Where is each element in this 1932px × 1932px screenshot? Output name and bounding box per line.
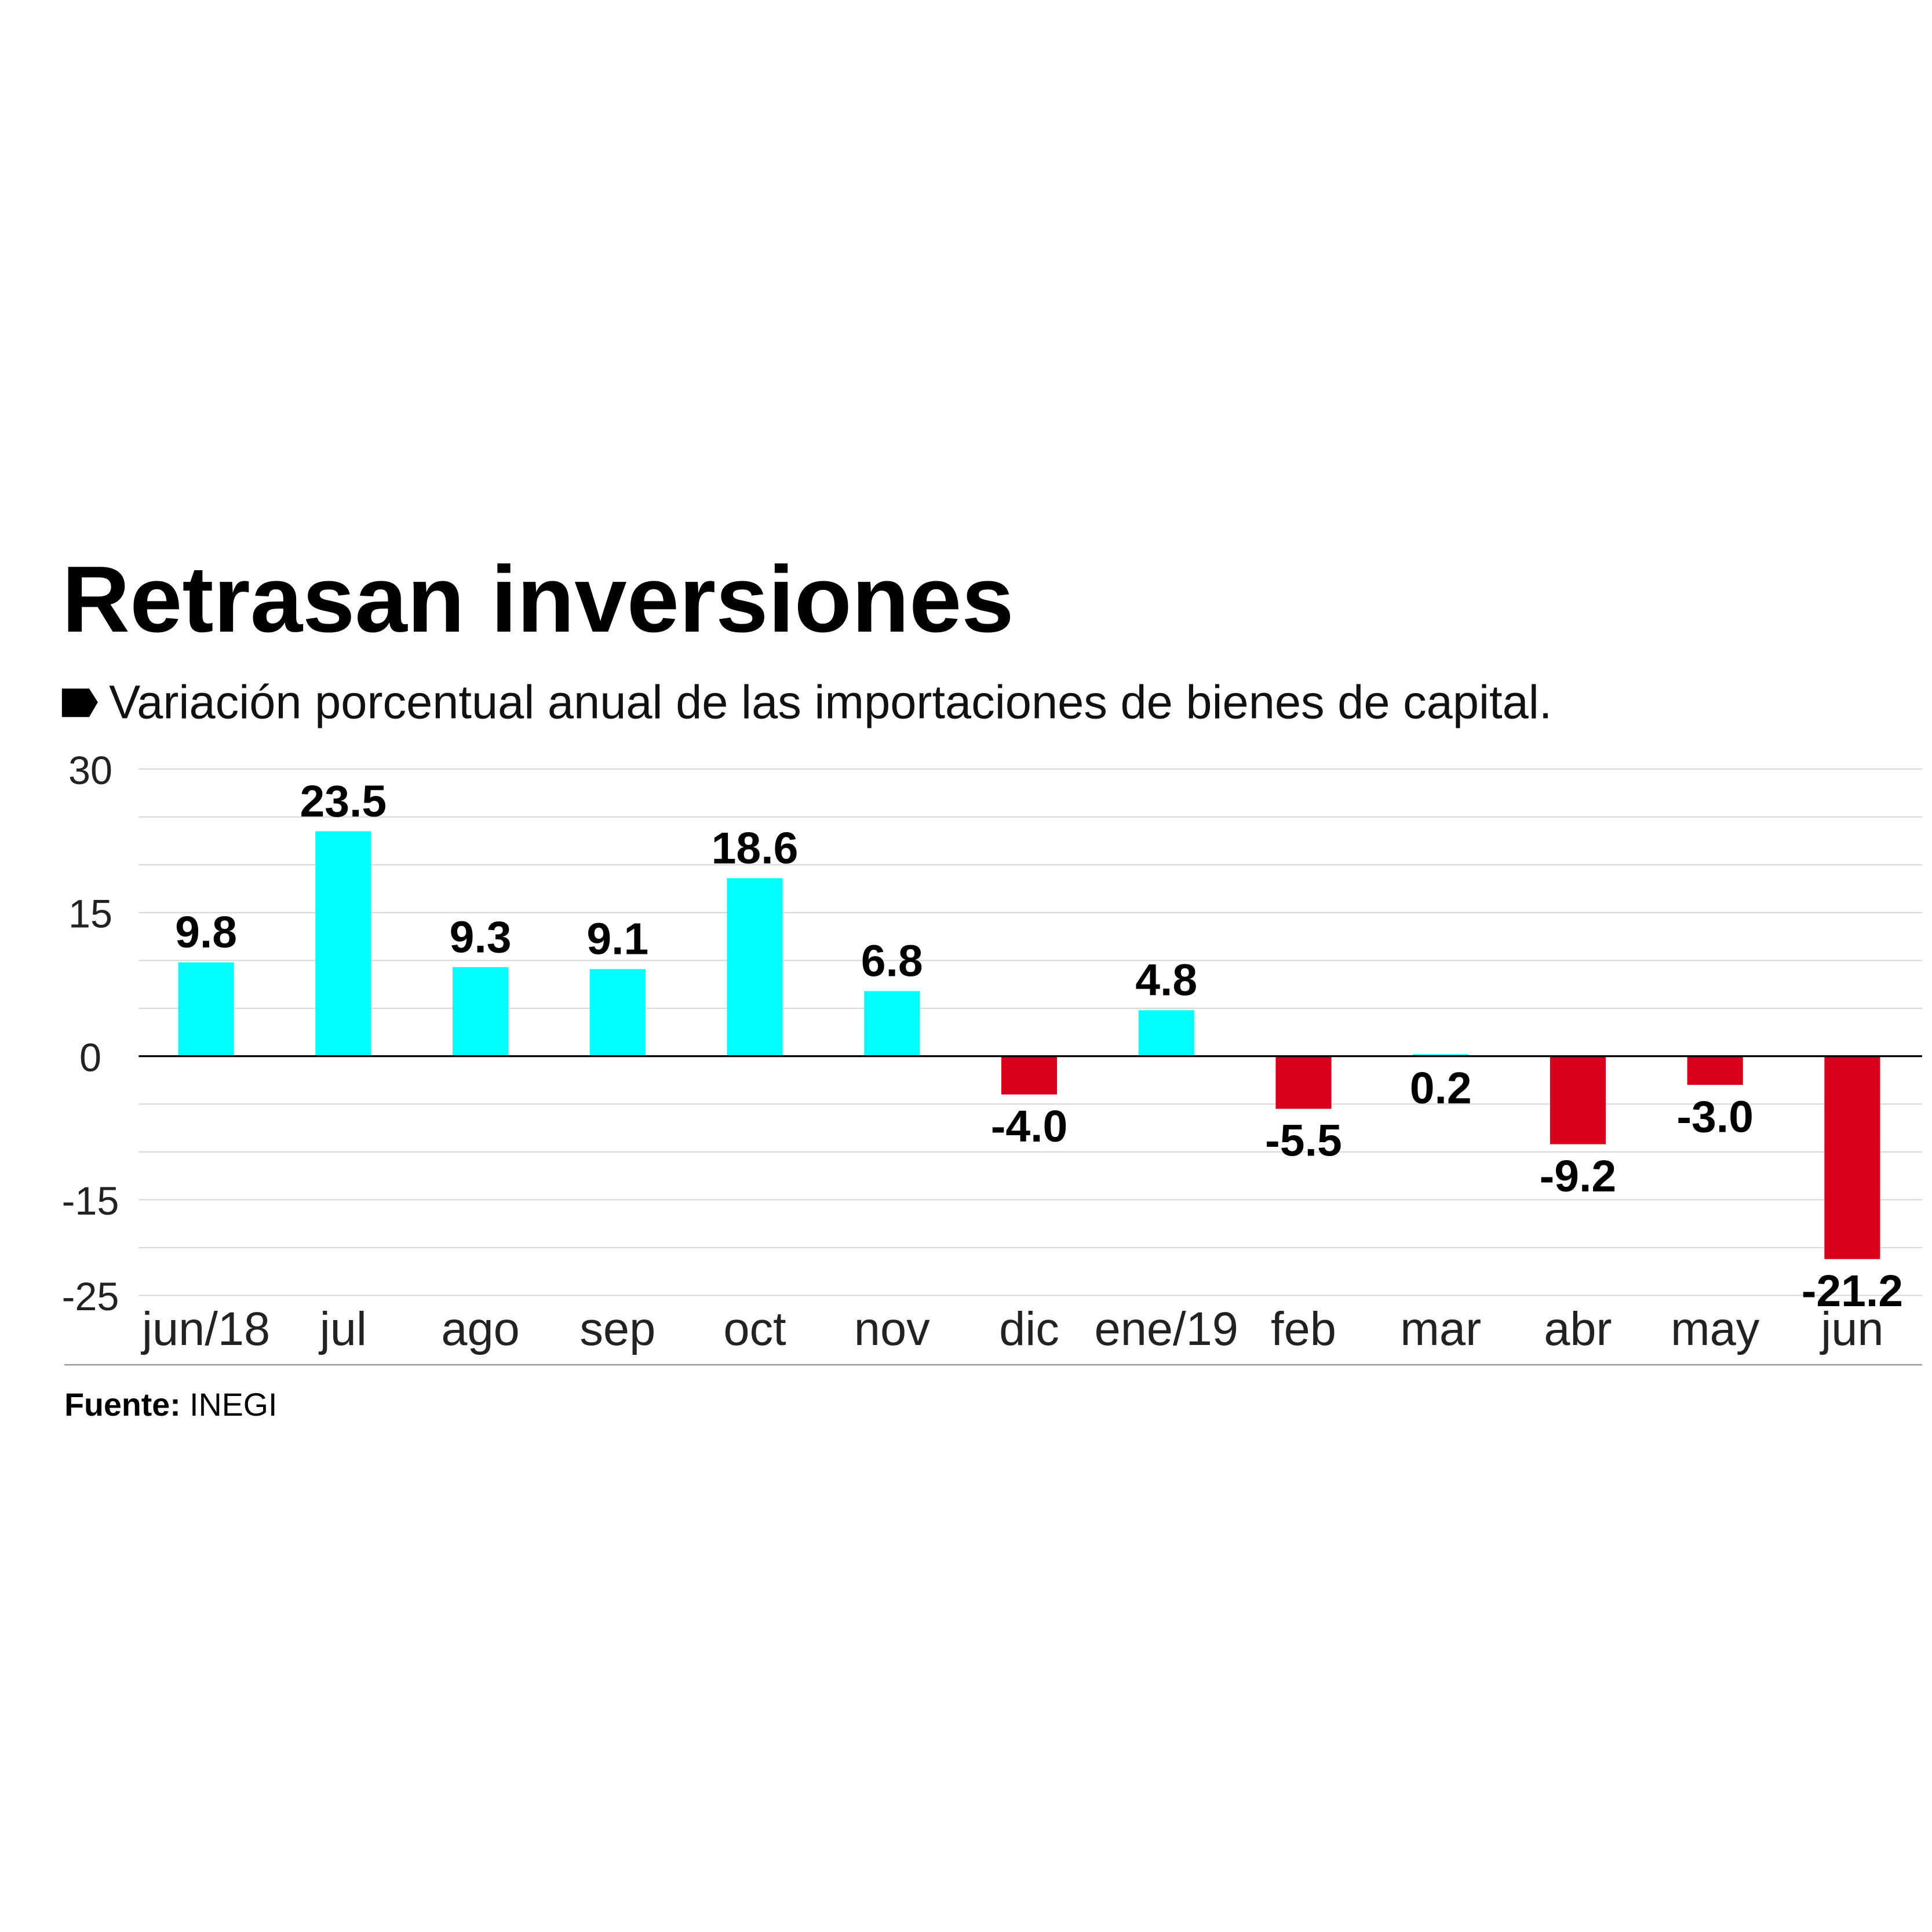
y-tick-label: -25 (62, 1275, 119, 1319)
bar (864, 991, 920, 1056)
y-tick-label: 30 (68, 749, 112, 793)
bar (589, 969, 646, 1056)
x-tick-label: mar (1400, 1303, 1481, 1355)
bar (178, 962, 234, 1056)
bar (1687, 1056, 1743, 1085)
value-label: 23.5 (300, 777, 387, 826)
value-label: 6.8 (861, 936, 923, 986)
bar (1001, 1056, 1058, 1095)
bar (452, 967, 509, 1056)
x-tick-label: jun/18 (141, 1303, 270, 1355)
x-tick-label: ago (441, 1303, 519, 1355)
bar (315, 831, 371, 1056)
subtitle-marker (61, 688, 98, 717)
source-name: INEGI (189, 1387, 277, 1423)
value-label: 9.1 (586, 914, 648, 964)
x-tick-label: may (1671, 1303, 1760, 1355)
x-tick-label: dic (999, 1303, 1059, 1355)
bar (1138, 1010, 1194, 1056)
x-tick-label: sep (579, 1303, 655, 1355)
value-label: 9.8 (175, 907, 237, 957)
bar (1550, 1056, 1606, 1144)
chart-subtitle: Variación porcentual anual de las import… (109, 676, 1552, 729)
value-label: 18.6 (712, 823, 799, 873)
value-label: -5.5 (1265, 1116, 1342, 1166)
source: Fuente: INEGI (64, 1387, 277, 1423)
x-tick-label: ene/19 (1095, 1303, 1238, 1355)
x-tick-label: feb (1271, 1303, 1336, 1355)
x-tick-label: nov (854, 1303, 930, 1355)
x-tick-label: jun (1820, 1303, 1883, 1355)
value-label: -3.0 (1676, 1092, 1754, 1142)
value-label: 4.8 (1135, 956, 1197, 1005)
bar (1275, 1056, 1332, 1109)
bar (1824, 1056, 1880, 1259)
y-tick-label: -15 (62, 1179, 119, 1223)
chart-title: Retrasan inversiones (62, 547, 1014, 652)
value-label: -4.0 (991, 1102, 1068, 1151)
bar (1413, 1054, 1469, 1056)
x-tick-label: jul (319, 1303, 367, 1355)
source-label: Fuente: (64, 1387, 181, 1423)
y-tick-label: 15 (68, 892, 112, 936)
value-label: -21.2 (1802, 1266, 1903, 1316)
x-tick-label: abr (1544, 1303, 1612, 1355)
value-label: 0.2 (1410, 1063, 1472, 1113)
value-label: 9.3 (450, 912, 512, 962)
x-tick-label: oct (723, 1303, 786, 1355)
y-tick-label: 0 (79, 1036, 101, 1080)
value-label: -9.2 (1540, 1151, 1617, 1201)
bar (727, 878, 783, 1056)
